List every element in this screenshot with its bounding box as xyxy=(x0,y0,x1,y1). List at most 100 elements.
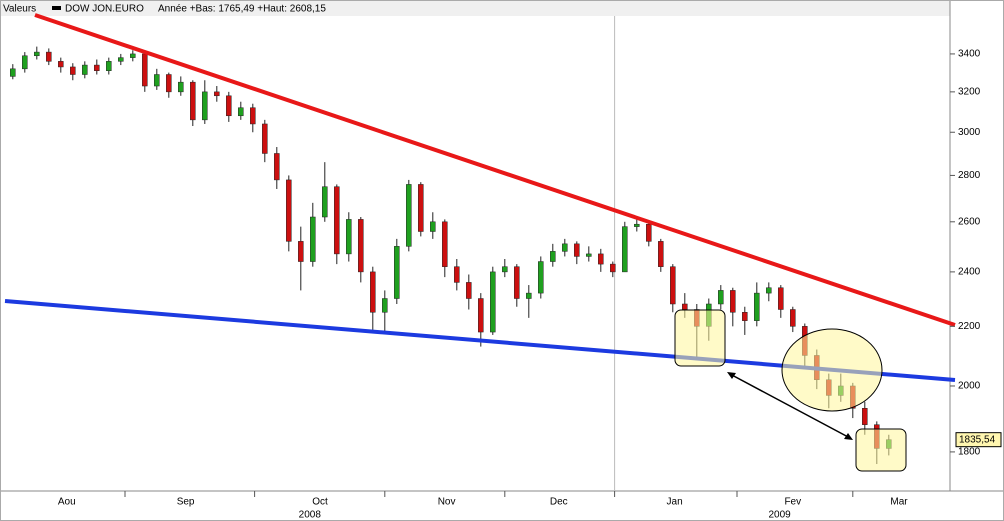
annotations xyxy=(4,13,956,472)
candle-body xyxy=(358,219,364,273)
candle-body xyxy=(322,186,328,218)
month-label: Sep xyxy=(177,497,195,508)
year-label: 2009 xyxy=(768,510,791,521)
axes: 1800 2000 2200 2400 2600 2800 3000 3200 3400 Aou S… xyxy=(58,49,1002,521)
candle-body xyxy=(286,179,292,242)
candle-body xyxy=(514,266,520,299)
candle-body xyxy=(202,91,208,121)
candle-body xyxy=(538,261,544,294)
candle-body xyxy=(166,74,172,93)
candle-body xyxy=(562,243,568,252)
candle-body xyxy=(490,271,496,333)
candle-body xyxy=(790,309,796,327)
last-value-box xyxy=(955,432,1002,448)
candle-body xyxy=(250,107,256,125)
candle-body xyxy=(310,216,316,262)
candle-body xyxy=(274,153,280,181)
candle-body xyxy=(610,263,616,273)
candle-body xyxy=(238,107,244,117)
candle-body xyxy=(370,271,376,313)
y-tick-label: 3000 xyxy=(958,127,981,138)
candle-body xyxy=(394,246,400,299)
y-tick-label: 2200 xyxy=(958,321,981,332)
y-tick-label: 2000 xyxy=(958,381,981,392)
candle-body xyxy=(754,292,760,321)
candle-body xyxy=(598,253,604,265)
candle-body xyxy=(262,123,268,154)
year-label: 2008 xyxy=(299,510,322,521)
month-label: Fev xyxy=(784,497,801,508)
plot xyxy=(10,16,892,491)
y-tick-label: 2800 xyxy=(958,170,981,181)
candle-body xyxy=(106,61,112,71)
month-label: Jan xyxy=(667,497,683,508)
candle-body xyxy=(862,408,868,425)
candle-body xyxy=(34,51,40,57)
y-tick-label: 1800 xyxy=(958,447,981,458)
candle-body xyxy=(58,61,64,68)
candle-body xyxy=(586,253,592,257)
candle-body xyxy=(46,51,52,62)
highlight-circle xyxy=(781,328,883,412)
candle-body xyxy=(22,55,28,70)
candle-body xyxy=(658,241,664,267)
candle-body xyxy=(178,81,184,93)
candle-body xyxy=(94,64,100,71)
candle-body xyxy=(502,266,508,273)
candle-body xyxy=(478,298,484,333)
candle-body xyxy=(10,68,16,77)
header-range: Année +Bas: 1765,49 +Haut: 2608,15 xyxy=(158,4,326,15)
month-label: Aou xyxy=(58,497,76,508)
header-label: Valeurs xyxy=(3,4,36,15)
candle-body xyxy=(778,287,784,310)
candle-body xyxy=(142,53,148,87)
candle-body xyxy=(646,223,652,242)
candle-body xyxy=(406,184,412,247)
month-label: Dec xyxy=(550,497,568,508)
candle-body xyxy=(682,303,688,310)
candle-body xyxy=(466,282,472,299)
header-instrument: DOW JON.EURO xyxy=(65,4,144,15)
month-label: Oct xyxy=(312,497,328,508)
candle-body xyxy=(118,57,124,62)
candle-body xyxy=(346,219,352,255)
candle-body xyxy=(622,226,628,273)
header-bar xyxy=(0,0,950,16)
highlight-box xyxy=(855,428,907,472)
candle-body xyxy=(154,74,160,87)
y-tick-label: 2600 xyxy=(958,216,981,227)
candle-body xyxy=(82,64,88,75)
candle-body xyxy=(334,186,340,255)
candle-body xyxy=(742,312,748,321)
candle-body xyxy=(190,81,196,121)
candle-body xyxy=(214,91,220,97)
arrow xyxy=(729,373,851,439)
candle-body xyxy=(226,95,232,117)
candle-body xyxy=(670,266,676,305)
candle-body xyxy=(382,298,388,313)
resistance-line xyxy=(34,13,956,327)
legend-swatch xyxy=(52,6,61,10)
y-tick-label: 3200 xyxy=(958,87,981,98)
candle-body xyxy=(550,251,556,262)
last-value-label: 1835,54 xyxy=(959,434,996,445)
candle-body xyxy=(574,243,580,257)
candle-body xyxy=(730,290,736,313)
month-label: Mar xyxy=(890,497,908,508)
candle-body xyxy=(634,223,640,227)
candle-body xyxy=(526,292,532,299)
candle-body xyxy=(454,266,460,283)
highlight-box xyxy=(674,309,726,367)
candle-body xyxy=(298,241,304,262)
candle-body xyxy=(766,287,772,294)
y-tick-label: 3400 xyxy=(958,49,981,60)
candle-body xyxy=(430,221,436,232)
candle-body xyxy=(70,66,76,75)
candle-body xyxy=(130,53,136,58)
month-label: Nov xyxy=(438,497,456,508)
y-tick-label: 2400 xyxy=(958,267,981,278)
candle-body xyxy=(418,184,424,232)
candle-body xyxy=(442,221,448,267)
